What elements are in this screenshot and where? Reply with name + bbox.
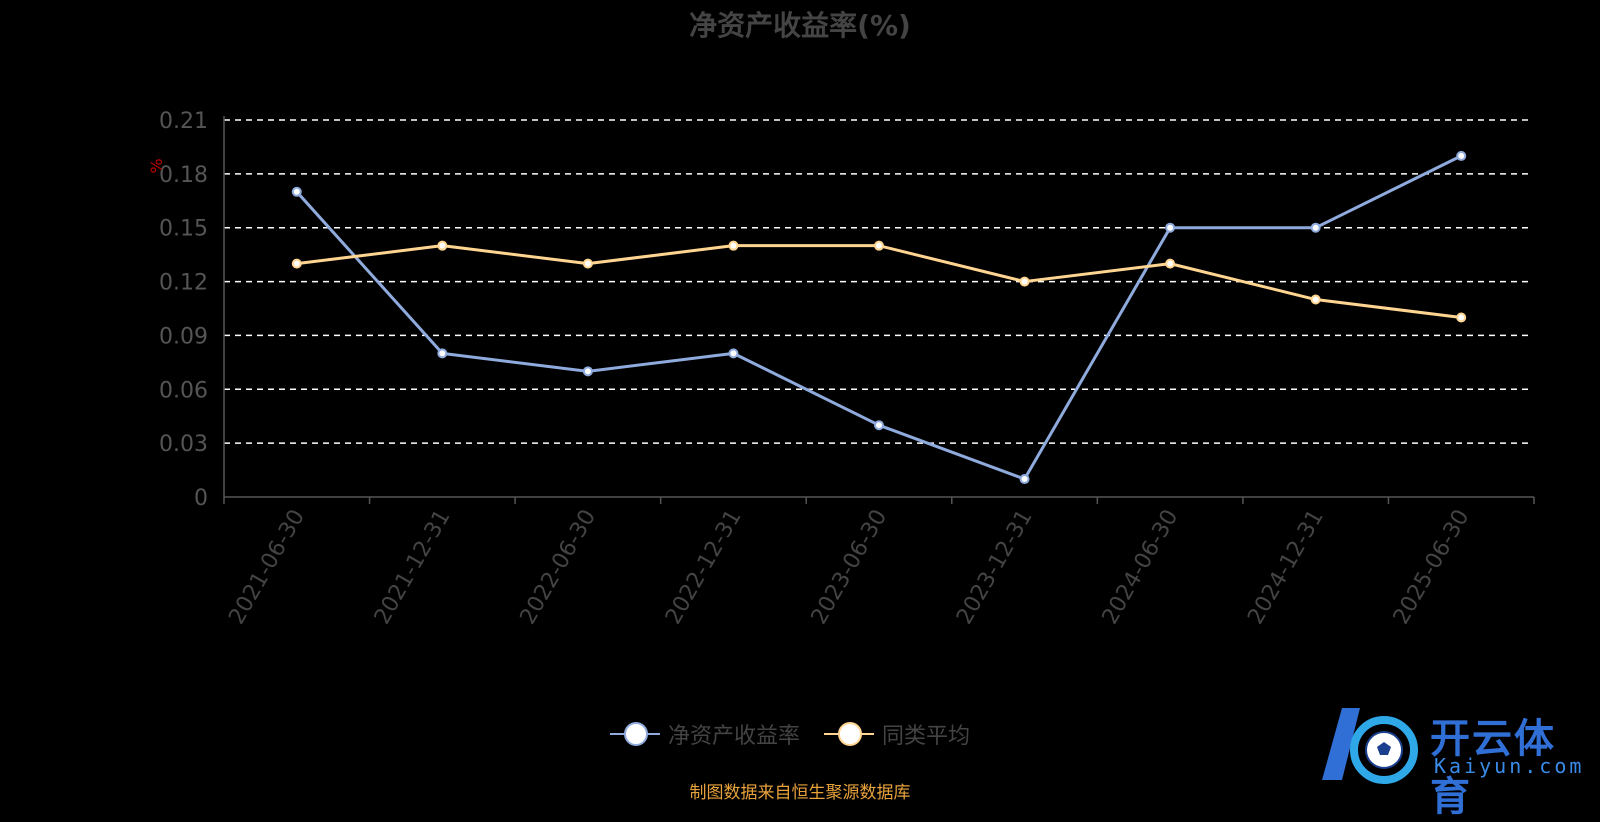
data-point <box>874 240 884 251</box>
x-tick-label: 2022-06-30 <box>516 506 602 629</box>
legend-item-peer-average[interactable]: 同类平均 <box>824 718 970 750</box>
chart-title: 净资产收益率(%) <box>689 9 911 42</box>
series-1 <box>291 240 1467 323</box>
data-point <box>437 348 448 359</box>
y-tick-labels: 0 0.03 0.06 0.09 0.12 0.15 0.18 0.21 <box>159 109 208 511</box>
data-point <box>1165 258 1176 269</box>
series-line <box>295 154 1462 481</box>
data-point <box>1456 150 1467 161</box>
y-axis-label: % <box>147 158 166 173</box>
legend-label-peer-average: 同类平均 <box>882 724 971 749</box>
legend: 净资产收益率 同类平均 <box>610 718 994 750</box>
x-tick-label: 2023-06-30 <box>807 506 893 629</box>
y-tick-label: 0.18 <box>159 163 208 188</box>
data-point <box>1165 222 1176 233</box>
data-point <box>582 258 593 269</box>
data-point <box>291 258 302 269</box>
data-point <box>728 240 739 251</box>
brand-logo: 开云体育 Kaiyun.com <box>1312 700 1592 820</box>
data-point <box>1310 294 1321 305</box>
x-tick-label: 2024-12-31 <box>1243 506 1329 629</box>
series-lines <box>291 150 1467 485</box>
x-tick-labels: 2021-06-30 2021-12-31 2022-06-30 2022-12-31… <box>224 506 1474 629</box>
legend-item-roe[interactable]: 净资产收益率 <box>610 718 800 750</box>
x-tick-label: 2021-12-31 <box>370 506 456 629</box>
data-point <box>874 420 884 431</box>
legend-swatch-roe <box>610 721 660 747</box>
logo-subtext: Kaiyun.com <box>1434 754 1585 778</box>
y-tick-label: 0.21 <box>159 109 208 134</box>
data-point <box>1019 474 1030 485</box>
x-tick-label: 2021-06-30 <box>224 506 310 629</box>
data-point <box>1456 312 1467 323</box>
data-source-note: 制图数据来自恒生聚源数据库 <box>689 783 911 803</box>
legend-swatch-peer-average <box>824 721 875 747</box>
series-0 <box>291 150 1467 485</box>
y-tick-label: 0.15 <box>159 217 208 242</box>
football-icon <box>1322 708 1418 784</box>
legend-label-roe: 净资产收益率 <box>668 724 801 749</box>
axes <box>223 116 1535 504</box>
data-point <box>1019 276 1030 287</box>
data-point <box>1310 222 1321 233</box>
y-tick-label: 0.06 <box>159 378 208 403</box>
x-tick-label: 2023-12-31 <box>952 506 1038 629</box>
x-tick-label: 2025-06-30 <box>1389 506 1475 629</box>
y-tick-label: 0 <box>194 486 208 511</box>
data-point <box>582 366 593 377</box>
line-chart: 0 0.03 0.06 0.09 0.12 0.15 0.18 0.21 2021-06-30… <box>147 109 1535 629</box>
grid-lines <box>224 119 1530 444</box>
data-point <box>728 348 739 359</box>
y-tick-label: 0.03 <box>159 432 208 457</box>
x-tick-label: 2022-12-31 <box>661 506 747 629</box>
y-tick-label: 0.12 <box>159 271 208 296</box>
x-tick-label: 2024-06-30 <box>1098 506 1184 629</box>
y-tick-label: 0.09 <box>159 324 208 349</box>
data-point <box>291 186 302 197</box>
logo-text: 开云体育 <box>1430 716 1556 820</box>
data-point <box>437 240 448 251</box>
